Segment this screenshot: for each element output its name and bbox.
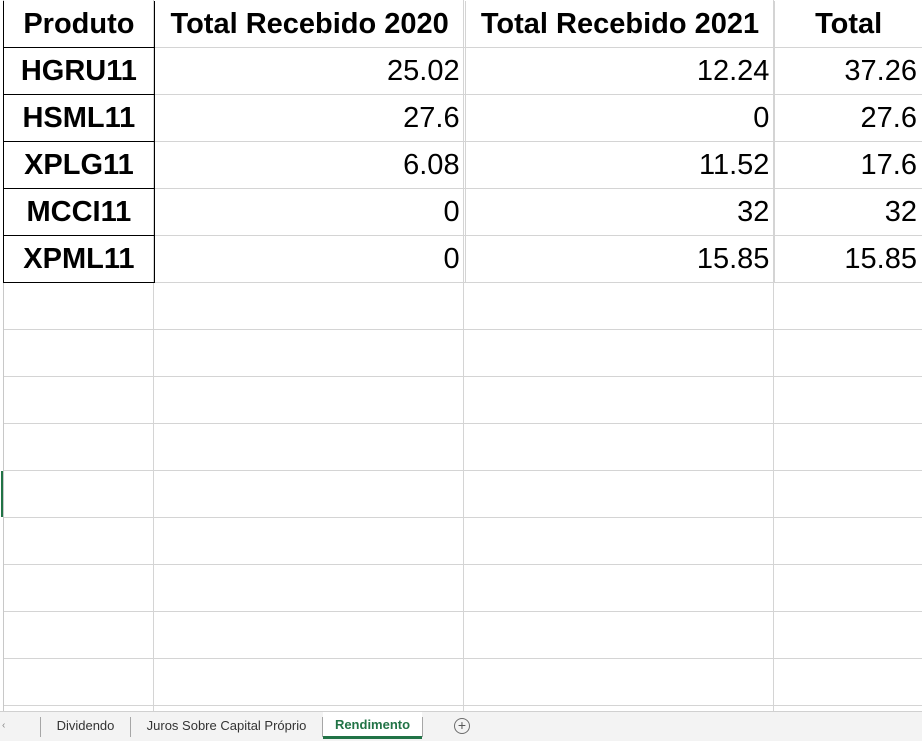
tab-separator bbox=[40, 717, 41, 737]
cell-total[interactable]: 37.26 bbox=[774, 47, 922, 95]
header-cell-total-2021[interactable]: Total Recebido 2021 bbox=[465, 1, 776, 48]
scroll-left-icon[interactable]: ‹ bbox=[2, 720, 6, 731]
data-table: Produto Total Recebido 2020 Total Recebi… bbox=[3, 1, 922, 283]
cell-total-2020[interactable]: 27.6 bbox=[154, 94, 466, 142]
cell-total[interactable]: 15.85 bbox=[774, 235, 922, 283]
row-header-edge bbox=[0, 0, 4, 711]
table-row: HSML11 27.6 0 27.6 bbox=[3, 94, 922, 142]
tab-juros-sobre-capital-proprio[interactable]: Juros Sobre Capital Próprio bbox=[146, 718, 307, 733]
cell-total-2020[interactable]: 6.08 bbox=[154, 141, 466, 189]
header-row: Produto Total Recebido 2020 Total Recebi… bbox=[3, 1, 922, 48]
table-row: HGRU11 25.02 12.24 37.26 bbox=[3, 47, 922, 95]
cell-total-2020[interactable]: 0 bbox=[154, 235, 466, 283]
table-row: XPML11 0 15.85 15.85 bbox=[3, 235, 922, 283]
grid-column-line bbox=[463, 0, 464, 711]
cell-total[interactable]: 32 bbox=[774, 188, 922, 236]
cell-total-2020[interactable]: 0 bbox=[154, 188, 466, 236]
cell-total-2021[interactable]: 11.52 bbox=[465, 141, 776, 189]
grid-row-line bbox=[0, 611, 922, 612]
grid-row-line bbox=[0, 470, 922, 471]
selected-row-indicator bbox=[1, 471, 3, 517]
cell-total-2021[interactable]: 15.85 bbox=[465, 235, 776, 283]
grid-row-line bbox=[0, 376, 922, 377]
cell-total-2021[interactable]: 12.24 bbox=[465, 47, 776, 95]
cell-produto[interactable]: HGRU11 bbox=[3, 47, 155, 95]
header-cell-total[interactable]: Total bbox=[774, 1, 922, 48]
cell-produto[interactable]: HSML11 bbox=[3, 94, 155, 142]
header-cell-produto[interactable]: Produto bbox=[3, 1, 155, 48]
cell-total-2020[interactable]: 25.02 bbox=[154, 47, 466, 95]
tab-separator bbox=[422, 717, 423, 737]
grid-row-line bbox=[0, 705, 922, 706]
cell-produto[interactable]: XPLG11 bbox=[3, 141, 155, 189]
cell-total[interactable]: 17.6 bbox=[774, 141, 922, 189]
tab-rendimento[interactable]: Rendimento bbox=[323, 712, 422, 739]
tab-separator bbox=[130, 717, 131, 737]
cell-produto[interactable]: MCCI11 bbox=[3, 188, 155, 236]
cell-total-2021[interactable]: 32 bbox=[465, 188, 776, 236]
grid-column-line bbox=[153, 0, 154, 711]
grid-row-line bbox=[0, 658, 922, 659]
grid-row-line bbox=[0, 423, 922, 424]
cell-produto[interactable]: XPML11 bbox=[3, 235, 155, 283]
cell-total-2021[interactable]: 0 bbox=[465, 94, 776, 142]
sheet-tab-bar: ‹ Dividendo Juros Sobre Capital Próprio … bbox=[0, 711, 922, 741]
grid-row-line bbox=[0, 517, 922, 518]
grid-column-line bbox=[773, 0, 774, 711]
header-cell-total-2020[interactable]: Total Recebido 2020 bbox=[154, 1, 466, 48]
cell-total[interactable]: 27.6 bbox=[774, 94, 922, 142]
grid-row-line bbox=[0, 564, 922, 565]
table-row: XPLG11 6.08 11.52 17.6 bbox=[3, 141, 922, 189]
plus-circle-icon[interactable]: + bbox=[454, 718, 470, 734]
worksheet-grid[interactable]: Produto Total Recebido 2020 Total Recebi… bbox=[0, 0, 922, 711]
tab-separator bbox=[322, 717, 323, 737]
table-row: MCCI11 0 32 32 bbox=[3, 188, 922, 236]
tab-dividendo[interactable]: Dividendo bbox=[56, 718, 115, 733]
grid-row-line bbox=[0, 329, 922, 330]
